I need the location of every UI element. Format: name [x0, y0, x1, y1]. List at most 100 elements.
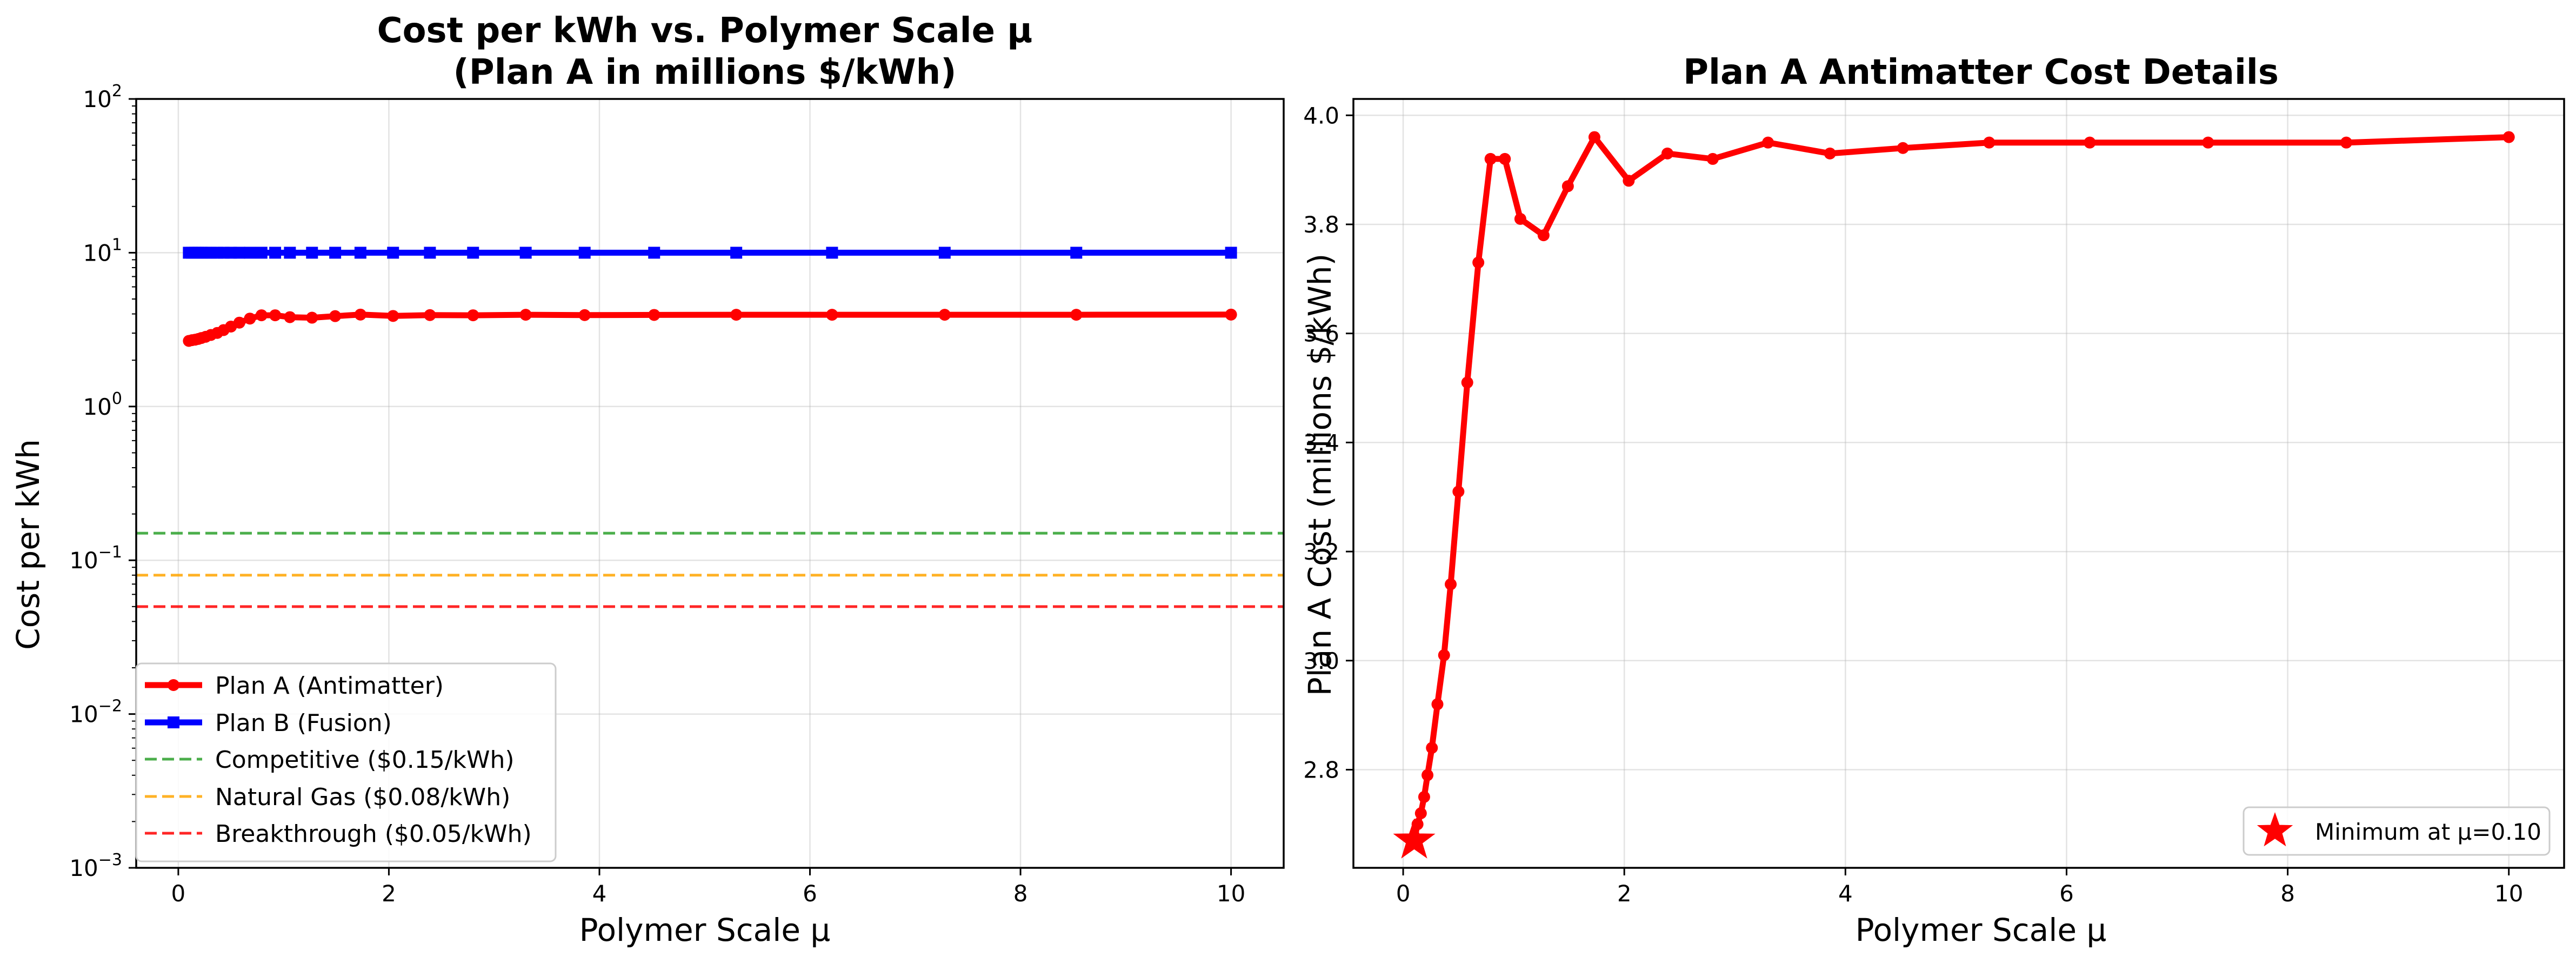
data-point [1762, 136, 1774, 149]
data-point [284, 311, 296, 323]
data-point [255, 247, 268, 259]
data-point [1588, 131, 1600, 143]
data-point [938, 247, 951, 259]
data-point [1225, 247, 1237, 259]
data-point [730, 247, 743, 259]
left-reference-lines [136, 532, 1284, 608]
legend-minimum-label: Minimum at μ=0.10 [2315, 819, 2541, 845]
data-point [1824, 147, 1836, 160]
left-chart-title-line-1: Cost per kWh vs. Polymer Scale μ [377, 11, 1033, 51]
data-point [1472, 256, 1485, 269]
data-point [1661, 147, 1673, 160]
right-y-tick-label: 2.8 [1303, 756, 1339, 783]
data-point [1070, 247, 1083, 259]
data-point [329, 247, 342, 259]
left-y-tick-label: 10−3 [69, 851, 122, 881]
data-point [1414, 807, 1427, 820]
legend-plan-a-marker [168, 679, 179, 691]
left-legend: Plan A (Antimatter) Plan B (Fusion) Comp… [135, 662, 557, 862]
right-series [1393, 131, 2515, 859]
right-legend: Minimum at μ=0.10 [2243, 806, 2551, 856]
data-point [938, 309, 951, 321]
right-x-tick-label: 0 [1396, 880, 1411, 907]
left-chart-title-line-2: (Plan A in millions $/kWh) [453, 52, 957, 92]
data-point [1070, 309, 1083, 321]
left-y-tick-label: 10−2 [69, 697, 122, 728]
right-y-axis-label: Plan A Cost (millions $/kWh) [1302, 254, 1338, 696]
data-point [233, 247, 245, 259]
data-point [354, 308, 366, 321]
data-point [329, 310, 342, 322]
left-y-tick-label: 100 [83, 389, 122, 420]
data-point [1499, 152, 1511, 165]
right-y-tick-label: 3.2 [1303, 539, 1339, 565]
data-point [1461, 376, 1473, 389]
data-point [1225, 308, 1237, 321]
data-point [233, 316, 245, 329]
left-y-tick-label: 10−1 [69, 543, 122, 574]
right-y-tick-label: 3.4 [1303, 429, 1339, 456]
data-point [648, 247, 660, 259]
data-point [1706, 152, 1719, 165]
data-point [1537, 229, 1550, 242]
left-y-tick-label: 102 [83, 82, 122, 112]
data-point [269, 309, 282, 322]
data-point [1422, 769, 1434, 781]
data-point [424, 309, 436, 321]
legend-plan-b-label: Plan B (Fusion) [215, 709, 392, 737]
data-point [306, 247, 318, 259]
legend-plan-b-marker [168, 716, 179, 728]
right-legend-box [2243, 806, 2551, 856]
data-point [519, 309, 532, 321]
data-point [1438, 649, 1450, 661]
legend-natural-gas-label: Natural Gas ($0.08/kWh) [215, 783, 510, 811]
data-point [2202, 136, 2214, 149]
data-point [730, 309, 743, 321]
data-point [387, 310, 399, 322]
left-x-tick-label: 10 [1217, 880, 1245, 907]
data-point [578, 247, 591, 259]
data-point [1484, 152, 1497, 165]
left-x-tick-label: 6 [803, 880, 817, 907]
data-point [1514, 212, 1526, 225]
data-point [1561, 180, 1574, 192]
left-legend-box [135, 662, 557, 862]
data-point [284, 247, 296, 259]
left-x-axis-label: Polymer Scale μ [579, 912, 831, 948]
data-point [387, 247, 399, 259]
data-point [1623, 175, 1635, 187]
left-x-tick-label: 2 [382, 880, 396, 907]
data-point [269, 247, 282, 259]
right-y-tick-label: 3.6 [1303, 321, 1339, 347]
data-point [255, 309, 268, 322]
left-x-tick-label: 0 [171, 880, 186, 907]
data-point [1426, 742, 1438, 754]
data-point [1897, 142, 1909, 154]
right-grid [1353, 99, 2564, 868]
data-point [1418, 791, 1430, 803]
data-point [467, 247, 479, 259]
right-x-tick-label: 2 [1617, 880, 1632, 907]
data-point [354, 247, 366, 259]
left-x-tick-label: 4 [592, 880, 607, 907]
left-series [183, 247, 1237, 347]
data-point [578, 309, 591, 321]
data-point [2340, 136, 2353, 149]
data-point [648, 309, 660, 321]
left-plot-frame [135, 98, 1285, 869]
legend-competitive-label: Competitive ($0.15/kWh) [215, 746, 515, 774]
left-x-ticks: 0 2 4 6 8 10 [171, 868, 1245, 907]
right-y-tick-label: 3.8 [1303, 211, 1339, 238]
data-point [1445, 578, 1457, 590]
left-y-ticks: 10−3 10−2 10−1 100 101 102 [69, 82, 136, 881]
data-point [826, 247, 838, 259]
data-point [826, 309, 838, 321]
data-point [519, 247, 532, 259]
data-point [306, 311, 318, 324]
data-point [244, 247, 256, 259]
right-chart: 0 2 4 6 8 10 2.8 3.0 3.2 3.4 3.6 3.8 4.0 Plan A Ant… [1302, 52, 2565, 948]
right-x-ticks: 0 2 4 6 8 10 [1396, 868, 2523, 907]
legend-star-icon [2257, 812, 2293, 847]
data-point [1983, 136, 1996, 149]
